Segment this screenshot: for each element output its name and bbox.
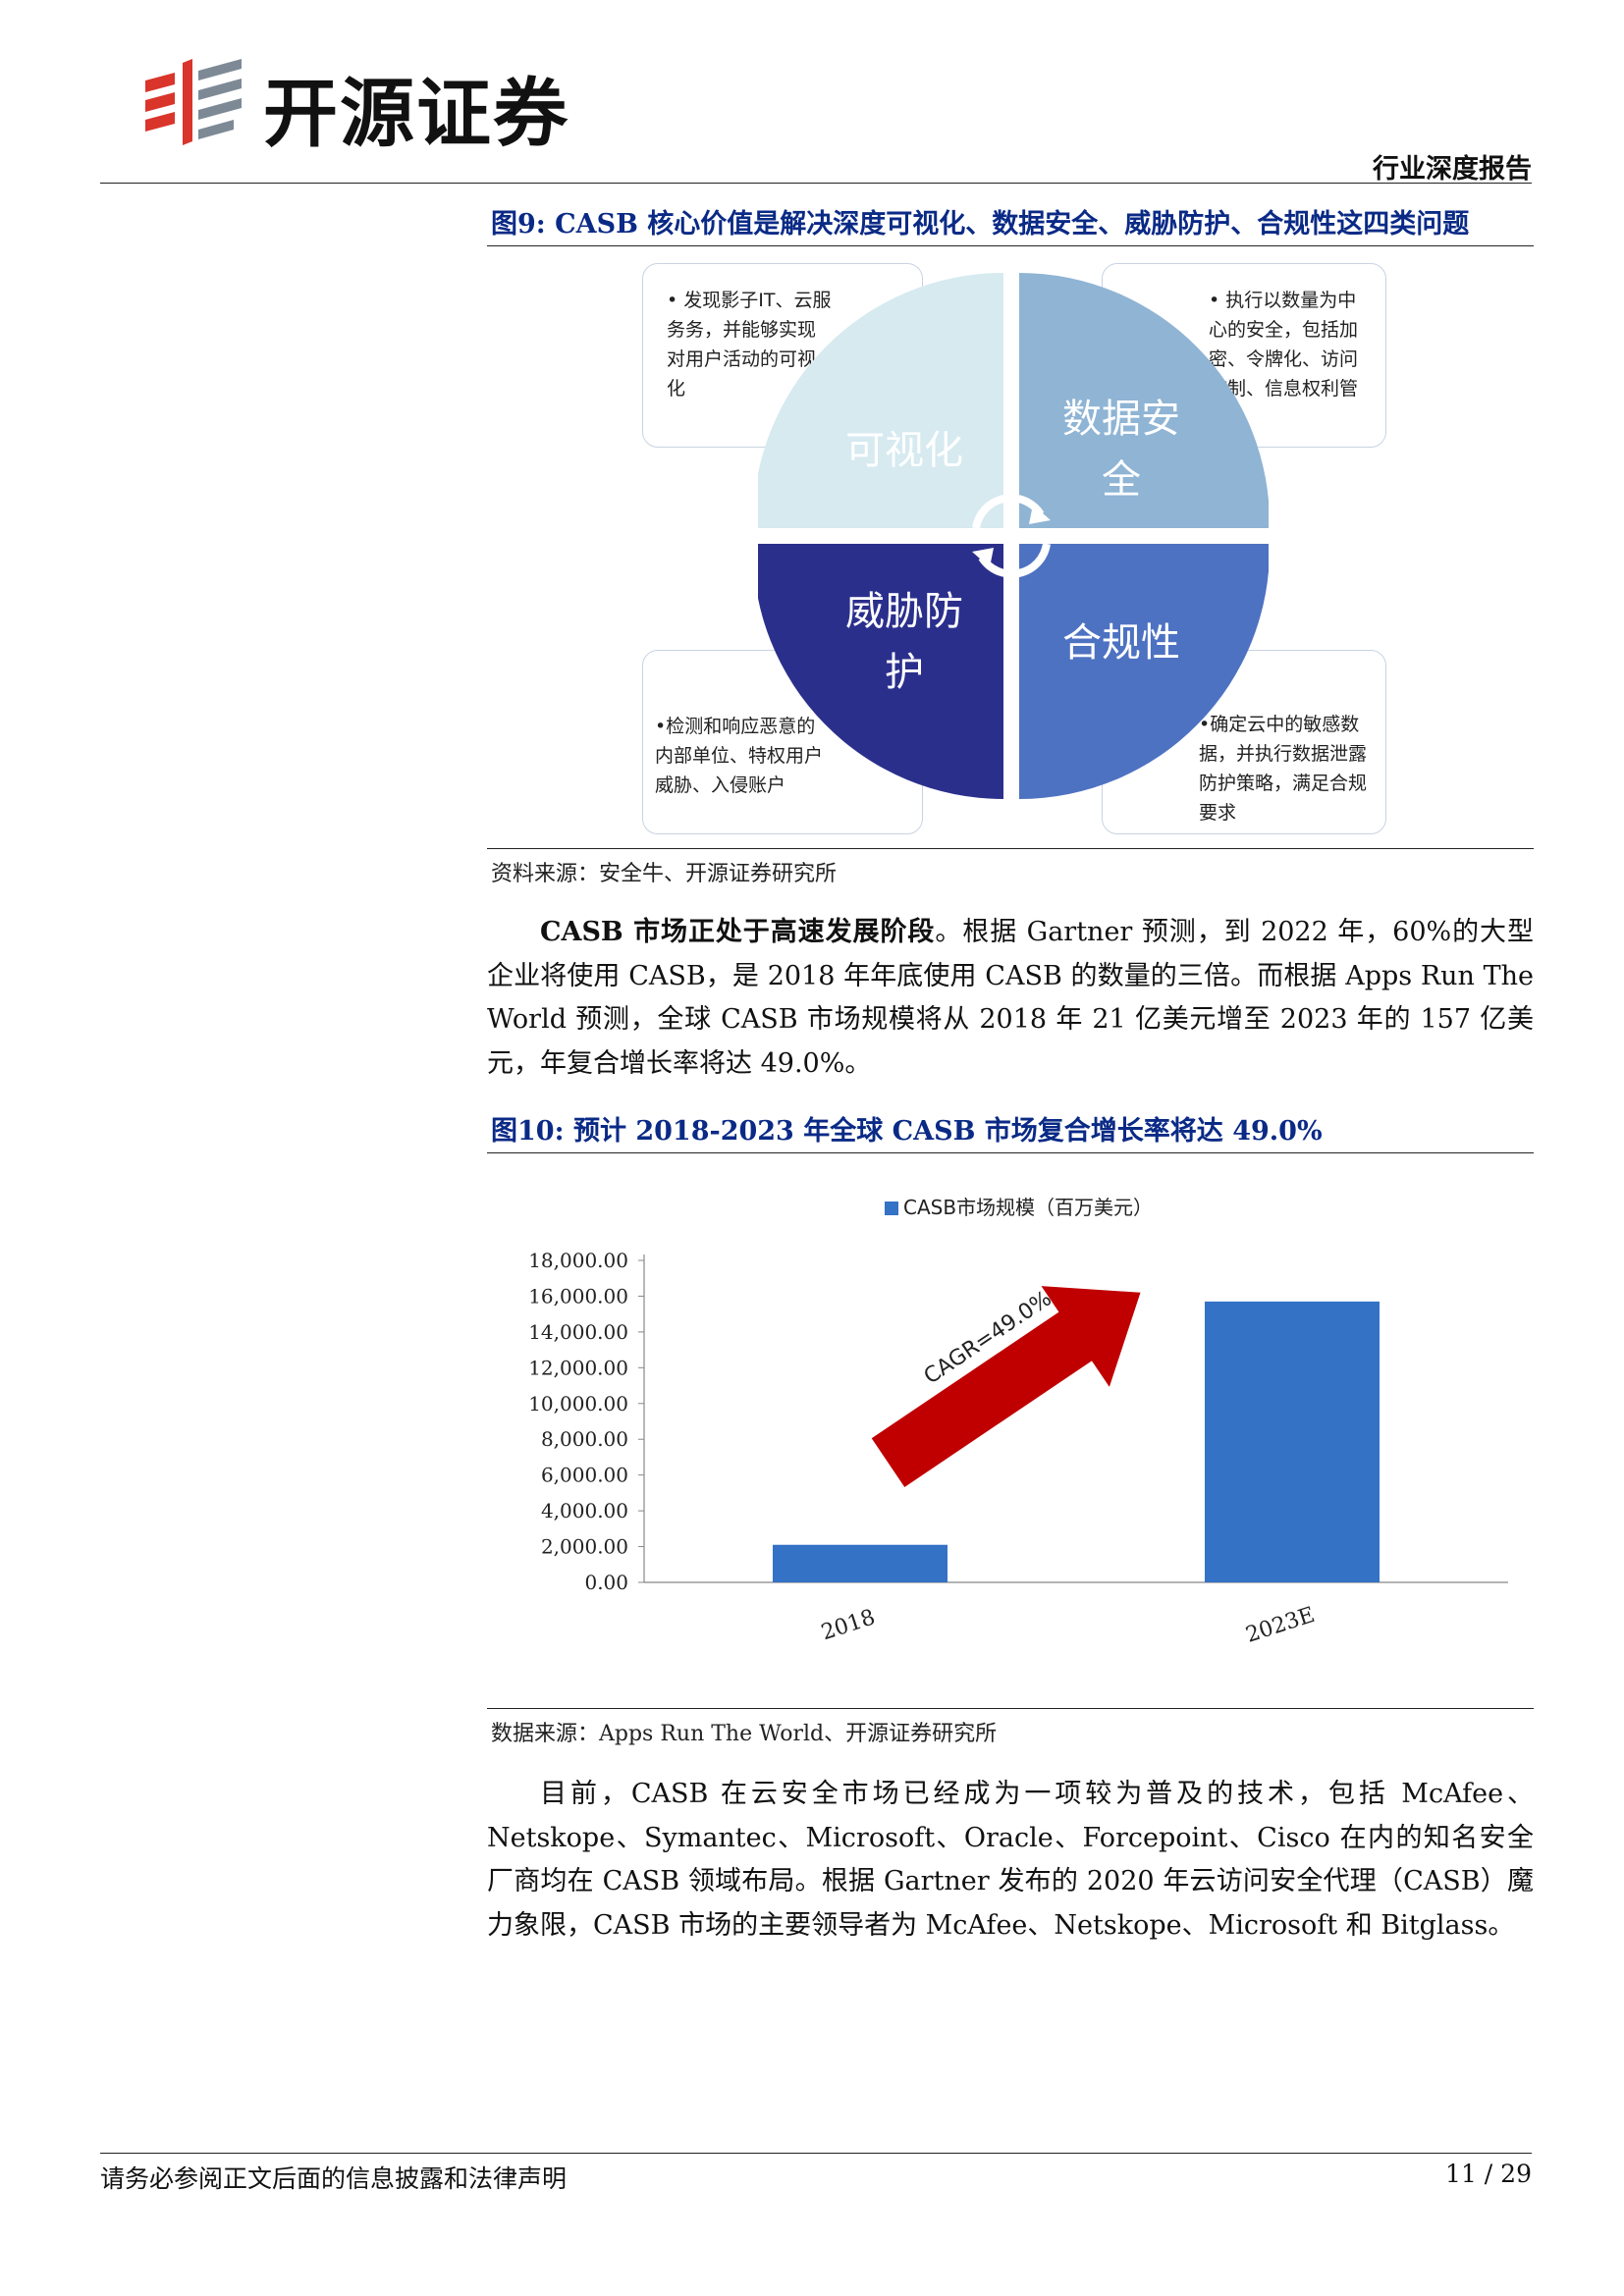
y-tick-label: 16,000.00 [528,1284,628,1308]
bar-2018 [773,1544,947,1582]
quadrant-label-threat-protection: 威胁防护 [845,589,963,695]
y-tick-label: 4,000.00 [541,1499,628,1522]
figure9-source-rule [487,848,1534,849]
quadrant-label-visibility: 可视化 [845,428,963,473]
page-number: 11 / 29 [1445,2160,1532,2188]
chart-x-axis: 2018 2023E [644,1581,1508,1648]
quadrant-data-security [1019,273,1269,528]
footer-disclaimer: 请务必参阅正文后面的信息披露和法律声明 [100,2164,568,2193]
quadrant-compliance [1019,544,1269,799]
legend-label: CASB市场规模（百万美元） [903,1196,1153,1219]
y-tick-label: 12,000.00 [528,1356,628,1379]
figure10-title-rule [487,1152,1534,1153]
y-tick-label: 18,000.00 [528,1249,628,1272]
chart-bars [773,1301,1380,1582]
chart-y-axis: 0.00 2,000.00 4,000.00 6,000.00 8,000.00 10,0… [528,1249,645,1594]
brand-logo [135,51,248,149]
figure9-title-rule [487,245,1534,246]
quadrant-circle [758,273,1269,799]
report-type: 行业深度报告 [1373,154,1532,185]
x-tick-label: 2018 [818,1605,878,1645]
figure10-title: 图10: 预计 2018-2023 年全球 CASB 市场复合增长率将达 49.… [491,1116,1323,1147]
chart-legend: CASB市场规模（百万美元） [885,1196,1153,1219]
quadrant-threat-protection [758,544,1003,799]
paragraph-market-growth-lead: CASB 市场正处于高速发展阶段 [540,917,936,947]
x-tick-label: 2023E [1243,1603,1318,1648]
brand-logo-icon [145,59,242,145]
y-tick-label: 14,000.00 [528,1320,628,1344]
y-tick-label: 8,000.00 [541,1427,628,1451]
cagr-arrow: CAGR=49.0% [871,1286,1141,1487]
footer-divider [100,2153,1532,2154]
legend-swatch [885,1201,898,1215]
quadrant-label-data-security: 数据安全 [1062,397,1180,503]
figure9-diagram: • 发现影子IT、云服务务，并能够实现对用户活动的可视化 • 执行以数量为中心的… [487,247,1534,846]
paragraph-market-growth-text: 。根据 Gartner 预测，到 2022 年，60%的大型企业将使用 CASB… [487,917,1534,1079]
y-tick-label: 10,000.00 [528,1392,628,1415]
callout-visibility-text: • 发现影子IT、云服务务，并能够实现对用户活动的可视化 [667,290,832,400]
callout-threat-protection-text: •检测和响应恶意的内部单位、特权用户威胁、入侵账户 [655,716,824,796]
paragraph-vendors: 目前，CASB 在云安全市场已经成为一项较为普及的技术，包括 McAfee、Ne… [487,1779,1534,1941]
y-tick-label: 2,000.00 [541,1535,628,1559]
y-tick-label: 0.00 [584,1571,628,1594]
paragraph-market-growth: CASB 市场正处于高速发展阶段。根据 Gartner 预测，到 2022 年，… [487,911,1534,1086]
cagr-arrow-shape: CAGR=49.0% [871,1286,1141,1487]
figure10-source: 数据来源：Apps Run The World、开源证券研究所 [491,1722,998,1746]
figure9-source: 资料来源：安全牛、开源证券研究所 [491,862,838,886]
casb-market-chart: CASB市场规模（百万美元） 0.00 2,000.00 4,000.00 6,000… [528,1196,1508,1648]
bar-2023E [1205,1301,1380,1582]
header-divider [100,183,1532,184]
figure10-source-rule [487,1708,1534,1709]
brand-name: 开源证券 [263,70,569,157]
quadrant-visibility [758,273,1003,528]
callout-compliance-text: •确定云中的敏感数据，并执行数据泄露防护策略，满足合规要求 [1199,714,1368,824]
y-tick-label: 6,000.00 [541,1464,628,1487]
quadrant-label-compliance: 合规性 [1062,620,1180,666]
cagr-arrow-body [871,1286,1141,1487]
figure9-title: 图9: CASB 核心价值是解决深度可视化、数据安全、威胁防护、合规性这四类问题 [491,209,1470,240]
